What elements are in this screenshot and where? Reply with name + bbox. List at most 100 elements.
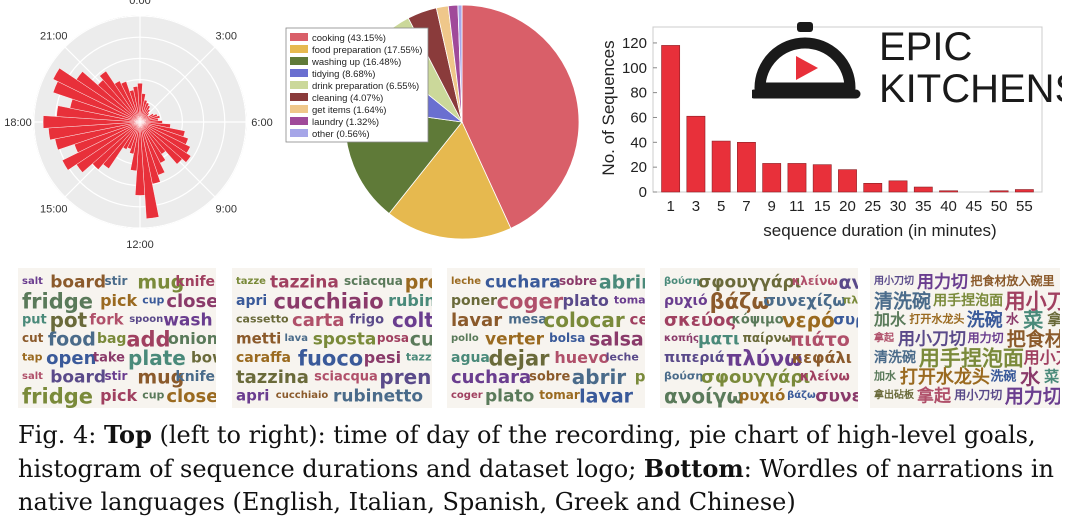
wordle-word: open bbox=[46, 348, 96, 369]
wordle-word: tazzina bbox=[270, 273, 339, 293]
x-tick-label: 11 bbox=[789, 198, 805, 215]
y-tick-label: 120 bbox=[622, 35, 647, 52]
wordle-word: 用小刀切蔬菜 bbox=[1024, 348, 1060, 367]
logo-text-epic: EPIC bbox=[879, 25, 972, 69]
wordle-word: βούση bbox=[664, 275, 700, 287]
wordle-word: πλένω bbox=[843, 294, 858, 307]
legend-swatch bbox=[290, 57, 308, 65]
time-of-day-polar-chart: 0:00 3:00 6:00 9:00 12:00 15:00 18:00 21:00 bbox=[4, 0, 272, 250]
histogram-bar bbox=[863, 183, 883, 193]
wordle-word: pick bbox=[100, 386, 137, 405]
wordle-word: stir bbox=[105, 369, 128, 383]
polar-tick-label: 6:00 bbox=[251, 117, 272, 129]
x-tick-label: 9 bbox=[768, 198, 776, 215]
polar-bar bbox=[139, 121, 183, 165]
wordle-word: salt bbox=[22, 276, 43, 287]
wordle-word: dejar bbox=[488, 347, 550, 371]
polar-bar bbox=[114, 80, 141, 123]
figure-caption: Fig. 4: Top (left to right): time of day… bbox=[18, 418, 1058, 519]
wordle-word: plato bbox=[485, 387, 534, 407]
polar-bar bbox=[139, 121, 160, 219]
wordle-italian: tazzetazzinasciacquaprendiapricucchiaior… bbox=[232, 268, 432, 408]
pie-legend: cooking (43.15%)food preparation (17.55%… bbox=[285, 27, 429, 143]
legend-label: laundry (1.32%) bbox=[312, 117, 379, 128]
wordle-word: κεφάλι bbox=[792, 348, 852, 367]
wordle-word: take bbox=[93, 351, 125, 366]
wordle-word: cuchara bbox=[451, 367, 531, 388]
wordle-word: huevo bbox=[554, 348, 609, 367]
wordle-word: bowl bbox=[191, 349, 216, 367]
play-icon bbox=[796, 56, 818, 80]
polar-grid-spoke bbox=[139, 46, 216, 123]
histogram-bar bbox=[661, 45, 681, 193]
wordle-word: συνεχίζω bbox=[815, 387, 858, 407]
polar-bar bbox=[61, 121, 141, 171]
polar-bar bbox=[139, 109, 151, 123]
wordle-word: κλείνω bbox=[800, 370, 850, 385]
wordle-word: 用力切 bbox=[917, 272, 968, 293]
wordle-word: 水 bbox=[1020, 365, 1041, 389]
wordle-word: lava bbox=[285, 333, 308, 344]
x-tick-label: 1 bbox=[666, 198, 674, 215]
wordle-word: apri bbox=[236, 387, 269, 405]
wordle-word: sciacqua bbox=[314, 370, 378, 385]
legend-label: washing up (16.48%) bbox=[311, 57, 401, 68]
wordle-word: 拿出砧板 bbox=[873, 388, 915, 401]
wordle-word: plate bbox=[128, 346, 186, 370]
wordle-word: knife bbox=[175, 369, 215, 385]
wordle-word: salsa bbox=[589, 329, 644, 351]
wordle-word: agua bbox=[451, 350, 490, 366]
legend-label: drink preparation (6.55%) bbox=[312, 81, 419, 92]
polar-bar bbox=[120, 81, 141, 123]
wordle-word: κλείνω bbox=[792, 274, 838, 288]
wordle-word: leche bbox=[606, 351, 639, 364]
wordle-word: salt bbox=[22, 371, 43, 382]
x-tick-label: 20 bbox=[839, 198, 856, 215]
pie-slice bbox=[461, 4, 580, 229]
wordle-word: pesi bbox=[364, 348, 401, 367]
wordle-word: fridge bbox=[22, 385, 93, 409]
histogram-bar bbox=[989, 190, 1009, 193]
polar-bar bbox=[137, 83, 143, 123]
goals-pie-chart: cooking (43.15%)food preparation (17.55%… bbox=[285, 4, 580, 240]
wordle-word: ανοίγω bbox=[664, 384, 744, 408]
histogram-bar bbox=[711, 140, 731, 193]
pie-legend-box bbox=[285, 27, 429, 143]
wordle-word: close bbox=[166, 386, 216, 407]
x-tick-label: 5 bbox=[717, 198, 725, 215]
wordle-word: mug bbox=[137, 272, 184, 294]
wordle-word: 用小刀切 bbox=[873, 274, 914, 287]
wordle-word: 菜 bbox=[1043, 368, 1059, 386]
wordle-word: close bbox=[166, 291, 216, 312]
polar-tick-label: 12:00 bbox=[126, 239, 154, 250]
wordle-word: lavar bbox=[451, 310, 502, 331]
wordle-word: fridge bbox=[22, 290, 93, 314]
wordle-word: 打开水龙头 bbox=[909, 312, 964, 326]
wordle-word: mesa bbox=[508, 313, 547, 328]
wordle-word: cup bbox=[142, 389, 164, 402]
wordle-word: κόψιμο bbox=[732, 313, 784, 328]
wordle-background bbox=[870, 268, 1060, 408]
wordle-word: 菜 bbox=[1022, 308, 1043, 332]
wordle-word: tazze bbox=[406, 351, 432, 364]
legend-swatch bbox=[290, 33, 308, 41]
legend-label: cleaning (4.07%) bbox=[312, 93, 383, 104]
wordle-word: βάζω bbox=[710, 290, 770, 314]
caption-bottom-text: : Wordles of narrations in native langua… bbox=[18, 455, 1054, 516]
polar-bar bbox=[76, 71, 141, 123]
legend-swatch bbox=[290, 117, 308, 125]
wordle-word: colocar bbox=[543, 308, 625, 332]
wordle-word: cuchara bbox=[485, 273, 561, 293]
legend-swatch bbox=[290, 69, 308, 77]
wordle-word: 用力切 bbox=[1005, 385, 1060, 408]
wordle-word: cup bbox=[142, 294, 164, 307]
wordle-word: add bbox=[126, 328, 170, 352]
wordle-word: πλύνω bbox=[726, 347, 803, 371]
wordle-word: νερό bbox=[782, 308, 835, 332]
wordle-word: board bbox=[50, 368, 106, 388]
y-tick-label: 100 bbox=[622, 60, 647, 77]
wordle-word: 用小刀切蔬菜 bbox=[1005, 290, 1060, 314]
wordle-word: tomar bbox=[539, 388, 580, 402]
y-tick-label: 0 bbox=[639, 184, 647, 201]
